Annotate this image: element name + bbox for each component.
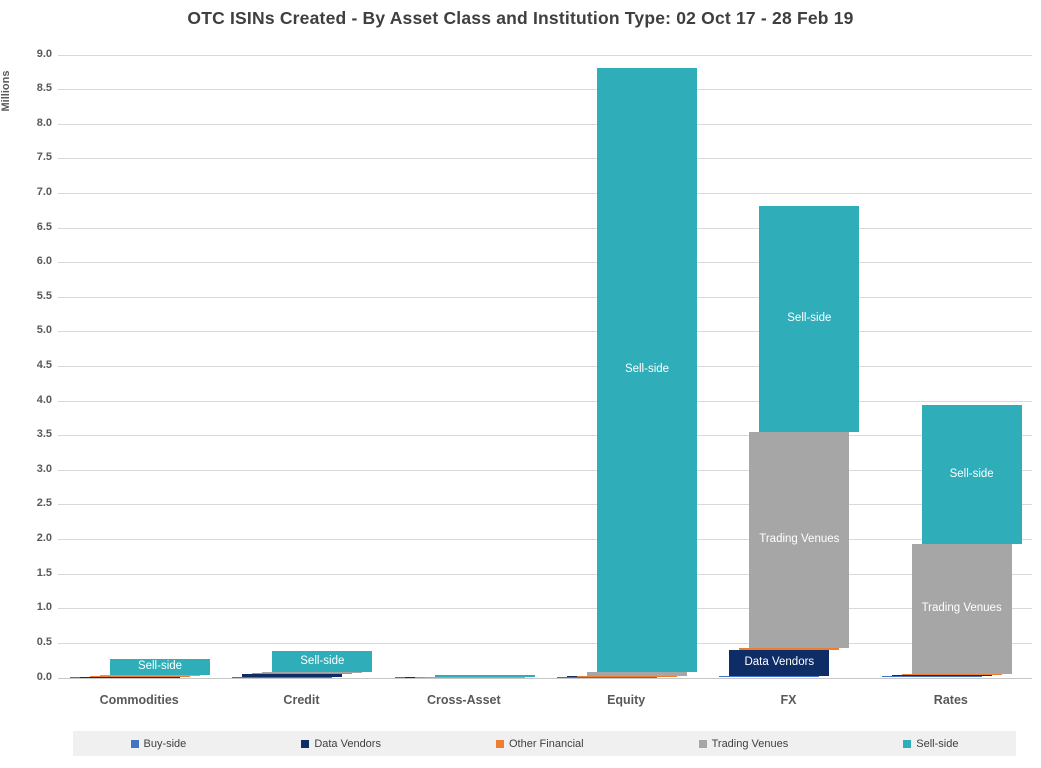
y-tick-label: 8.0	[36, 116, 52, 129]
y-axis-title: Millions	[0, 70, 12, 112]
legend-swatch	[130, 739, 139, 748]
bar-segment	[719, 676, 820, 678]
y-tick-label: 9.0	[36, 47, 52, 60]
bar-segment-label: Sell-side	[137, 660, 183, 673]
legend-swatch	[301, 739, 310, 748]
gridline	[58, 89, 1032, 91]
bar-segment-label: Sell-side	[300, 654, 345, 667]
legend-item: Buy-side	[130, 737, 187, 750]
legend-label: Buy-side	[143, 737, 187, 750]
gridline	[58, 366, 1032, 367]
bar-segment-label: Data Vendors	[744, 656, 815, 669]
y-tick-label: 1.5	[36, 566, 52, 579]
bar-segment	[891, 675, 992, 677]
gridline	[58, 262, 1032, 264]
legend-label: Other Financial	[508, 737, 584, 750]
legend: Buy-side Data Vendors Other Financial Tradi…	[73, 731, 1016, 756]
legend-item: Trading Venues	[698, 737, 789, 750]
bar-segment	[262, 672, 363, 674]
x-category-label: Cross-Asset	[427, 693, 501, 707]
y-tick-label: 3.0	[36, 462, 52, 475]
y-tick-label: 7.0	[36, 185, 52, 198]
y-tick-label: 0.0	[36, 670, 52, 683]
gridline	[58, 331, 1032, 333]
x-category-label: Rates	[933, 693, 968, 707]
bar-segment-label: Sell-side	[949, 467, 994, 480]
y-tick-label: 7.5	[36, 151, 52, 164]
legend-label: Trading Venues	[711, 737, 789, 750]
bar-segment: Trading Venues	[749, 431, 850, 649]
legend-item: Other Financial	[495, 737, 584, 750]
bar-segment: Sell-side	[921, 404, 1022, 544]
y-tick-label: 8.5	[36, 82, 52, 95]
y-tick-label: 6.0	[36, 255, 52, 268]
y-tick-label: 4.0	[36, 393, 52, 406]
y-tick-label: 2.5	[36, 497, 52, 510]
y-tick-label: 3.5	[36, 428, 52, 441]
gridline	[58, 296, 1032, 298]
x-category-label: Equity	[607, 693, 646, 707]
gridline	[58, 469, 1032, 471]
x-category-label: Commodities	[99, 693, 179, 707]
gridline	[58, 677, 1032, 679]
bar-segment	[557, 676, 657, 678]
bar-segment	[739, 648, 840, 650]
bar-segment	[80, 676, 180, 678]
y-tick-label: 1.0	[36, 601, 52, 614]
gridline	[58, 158, 1032, 160]
bar-segment	[881, 676, 982, 678]
gridline	[58, 642, 1032, 644]
bar-segment	[90, 675, 190, 677]
y-tick-label: 5.5	[36, 289, 52, 302]
bar-segment	[901, 674, 1002, 676]
bar-segment	[232, 676, 333, 678]
bar-segment: Sell-side	[272, 651, 373, 673]
legend-label: Data Vendors	[314, 737, 381, 750]
bar-segment: Trading Venues	[911, 543, 1012, 675]
gridline	[58, 192, 1032, 194]
bar-segment: Sell-side	[597, 67, 697, 672]
y-tick-label: 0.5	[36, 635, 52, 648]
y-tick-label: 6.5	[36, 220, 52, 233]
bar-segment-label: Trading Venues	[921, 602, 1002, 615]
x-category-label: Credit	[283, 693, 320, 707]
gridline	[58, 608, 1032, 610]
gridline	[58, 227, 1032, 229]
bar-segment: Sell-side	[759, 206, 860, 432]
bar-segment	[577, 675, 677, 677]
gridline	[58, 573, 1032, 575]
bar-segment-label: Trading Venues	[759, 533, 840, 546]
bar-segment	[434, 675, 535, 677]
bar-segment-label: Sell-side	[787, 312, 832, 325]
legend-swatch	[698, 739, 707, 748]
y-tick-label: 2.0	[36, 532, 52, 545]
bar-segment	[242, 673, 343, 677]
bar-segment: Sell-side	[110, 659, 210, 675]
gridline	[58, 539, 1032, 541]
gridline	[58, 123, 1032, 125]
gridline	[58, 54, 1032, 56]
x-category-label: FX	[780, 693, 797, 707]
legend-item: Sell-side	[903, 738, 958, 750]
gridline	[58, 504, 1032, 506]
bar-segment: Data Vendors	[729, 649, 830, 677]
legend-swatch	[903, 739, 912, 748]
bar-segment-label: Sell-side	[624, 363, 670, 376]
gridline	[58, 400, 1032, 402]
bar-segment	[100, 674, 200, 676]
legend-label: Sell-side	[916, 737, 959, 750]
chart-title: OTC ISINs Created - By Asset Class and I…	[187, 8, 854, 28]
y-tick-label: 4.5	[36, 359, 52, 371]
legend-item: Data Vendors	[301, 738, 381, 750]
y-tick-label: 5.0	[36, 324, 52, 337]
bar-segment	[424, 676, 525, 678]
legend-swatch	[495, 739, 504, 748]
bar-segment	[252, 673, 353, 675]
bar-segment	[587, 671, 687, 676]
gridline	[58, 435, 1032, 437]
